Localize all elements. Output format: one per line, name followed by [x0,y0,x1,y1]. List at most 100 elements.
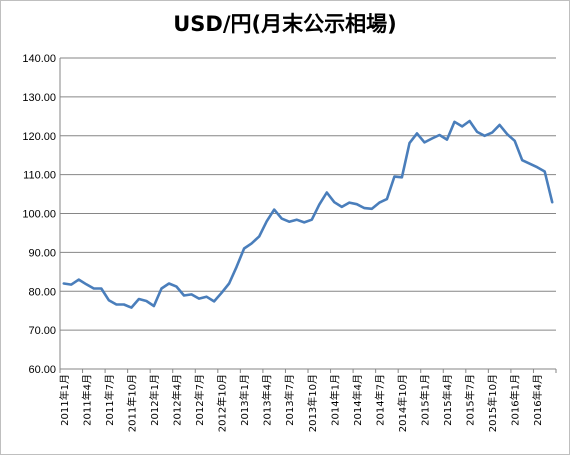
data-point [408,142,410,144]
data-point [168,282,170,284]
data-point [461,125,463,127]
data-point [416,132,418,134]
x-tick-label: 2014年10月 [396,374,409,432]
data-point [115,303,117,305]
data-point [513,140,515,142]
data-point [138,298,140,300]
x-tick-label: 2015年1月 [418,374,431,426]
x-tick-label: 2013年10月 [306,374,319,432]
data-point [536,166,538,168]
x-tick-label: 2011年1月 [58,374,71,426]
data-point [378,201,380,203]
data-point [93,287,95,289]
data-point [288,220,290,222]
data-point [145,300,147,302]
data-point [401,176,403,178]
x-tick-label: 2015年7月 [464,374,477,426]
x-tick-label: 2011年4月 [80,374,93,426]
y-tick-label: 60.00 [28,364,56,376]
data-point [326,191,328,193]
data-point [303,221,305,223]
x-tick-label: 2011年10月 [125,374,138,432]
y-tick-label: 100.00 [22,209,56,221]
data-point [521,159,523,161]
data-point [371,208,373,210]
data-point [446,138,448,140]
x-tick-label: 2013年1月 [238,374,251,426]
data-point [498,124,500,126]
data-point [100,287,102,289]
data-point [544,170,546,172]
x-tick-label: 2012年10月 [216,374,229,432]
series-line [62,119,554,309]
y-tick-label: 140.00 [22,53,56,65]
data-point [213,300,215,302]
data-point [528,163,530,165]
x-tick-label: 2016年4月 [531,374,544,426]
data-point [506,133,508,135]
data-point [423,141,425,143]
data-point [153,305,155,307]
x-tick-label: 2012年4月 [170,374,183,426]
data-point [356,203,358,205]
data-point [250,242,252,244]
data-point [468,120,470,122]
x-tick-label: 2014年1月 [328,374,341,426]
data-point [70,283,72,285]
data-point [130,306,132,308]
data-point [265,220,267,222]
data-point [333,201,335,203]
data-point [438,134,440,136]
data-point [273,208,275,210]
data-point [228,282,230,284]
data-point [205,295,207,297]
x-tick-label: 2014年4月 [351,374,364,426]
data-point [393,175,395,177]
y-tick-label: 130.00 [22,92,56,104]
y-tick-label: 120.00 [22,131,56,143]
data-point [190,293,192,295]
data-point [235,266,237,268]
y-tick-label: 110.00 [23,170,56,182]
data-point [183,294,185,296]
chart-title: USD/円(月末公示相場) [173,12,397,36]
data-point [491,131,493,133]
data-point [108,299,110,301]
x-tick-label: 2014年7月 [373,374,386,426]
data-point [280,217,282,219]
data-point [258,235,260,237]
data-point [160,287,162,289]
data-point [318,203,320,205]
data-point [311,219,313,221]
data-point [363,207,365,209]
data-point [551,201,553,203]
x-tick-label: 2013年7月 [283,374,296,426]
x-tick-label: 2012年7月 [193,374,206,426]
data-point [476,131,478,133]
x-tick-label: 2012年1月 [148,374,161,426]
data-point [296,219,298,221]
data-point [348,201,350,203]
x-tick-label: 2015年4月 [441,374,454,426]
y-tick-label: 90.00 [28,247,56,259]
y-tick-label: 70.00 [28,325,56,337]
data-point [243,247,245,249]
x-tick-label: 2013年4月 [261,374,274,426]
x-tick-label: 2015年10月 [486,374,499,432]
data-point [78,278,80,280]
data-point [220,292,222,294]
data-point [386,198,388,200]
x-tick-label: 2011年7月 [103,374,116,426]
data-point [453,121,455,123]
data-point [175,285,177,287]
data-point [63,282,65,284]
data-point [85,283,87,285]
x-tick-label: 2016年1月 [509,374,522,426]
data-point [483,135,485,137]
y-tick-label: 80.00 [28,286,56,298]
data-point [341,206,343,208]
data-point [198,297,200,299]
data-point [123,303,125,305]
